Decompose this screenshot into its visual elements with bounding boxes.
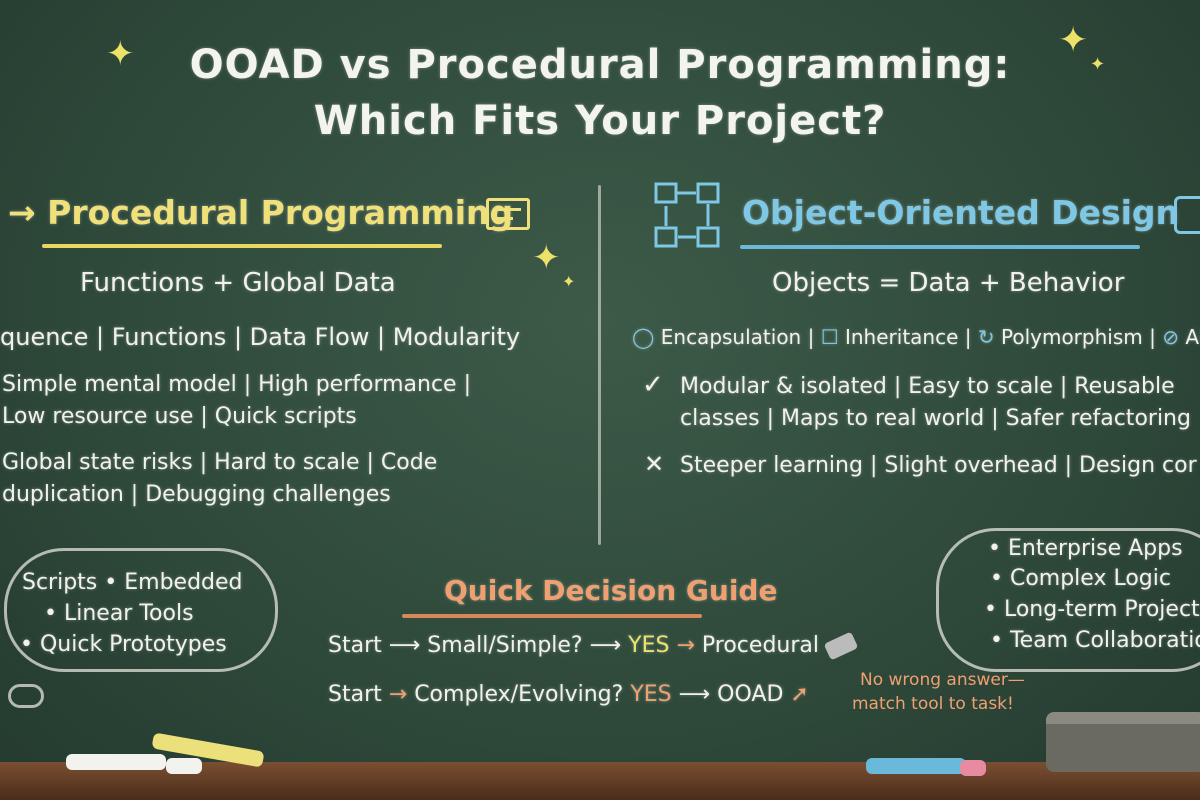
- procedural-cons: duplication | Debugging challenges: [2, 482, 391, 507]
- x-icon: ✕: [644, 450, 665, 478]
- sparkle-icon: ✦: [106, 34, 135, 74]
- arrow-icon: ⟶: [388, 633, 421, 658]
- ood-heading: Object-Oriented Design: [742, 193, 1180, 232]
- guide-underline: [402, 614, 702, 618]
- arrow-icon: →: [388, 682, 408, 707]
- procedural-cons: Global state risks | Hard to scale | Cod…: [2, 450, 438, 475]
- procedural-heading: → Procedural Programming: [8, 193, 514, 232]
- chalk-stick: [960, 760, 986, 776]
- guide-row-complex: Start → Complex/Evolving? YES ⟶ OOAD ➚: [328, 682, 809, 707]
- procedural-concepts: quence | Functions | Data Flow | Modular…: [0, 323, 521, 351]
- procedural-use-cases-cloud: [4, 548, 278, 672]
- use-case-item: • Quick Prototypes: [20, 632, 227, 657]
- ood-concepts: ◯ Encapsulation | ☐ Inheritance | ↻ Poly…: [632, 325, 1200, 349]
- procedural-pros: Simple mental model | High performance |: [2, 372, 471, 397]
- document-lines-icon: [486, 198, 530, 230]
- use-case-item: Scripts • Embedded: [22, 570, 243, 595]
- start-label: Start: [328, 633, 382, 658]
- ood-cons: Steeper learning | Slight overhead | Des…: [680, 453, 1197, 478]
- rocket-icon: ➚: [790, 682, 809, 707]
- sparkle-icon: ✦: [532, 238, 561, 278]
- sparkle-icon: ✦: [1090, 54, 1106, 75]
- check-icon: ✓: [642, 370, 664, 400]
- ood-use-cases-cloud: [936, 528, 1200, 672]
- page-title: OOAD vs Procedural Programming:: [189, 42, 1011, 88]
- package-icon: [1174, 196, 1200, 234]
- arrow-icon: ⟶: [678, 682, 711, 707]
- procedural-pros: Low resource use | Quick scripts: [2, 404, 357, 429]
- use-case-item: • Enterprise Apps: [988, 536, 1183, 561]
- note-text: match tool to task!: [852, 694, 1014, 714]
- procedural-underline: [42, 244, 442, 248]
- concept-label: Ab: [1185, 325, 1200, 349]
- chalk-stick: [66, 754, 166, 770]
- procedural-subtitle: Functions + Global Data: [80, 268, 396, 298]
- use-case-item: • Team Collaboration: [990, 628, 1200, 653]
- ood-pros: Modular & isolated | Easy to scale | Reu…: [680, 374, 1175, 399]
- result-label: Procedural: [701, 633, 819, 658]
- start-label: Start: [328, 682, 382, 707]
- ood-underline: [740, 245, 1140, 249]
- concept-label: Inheritance |: [844, 325, 972, 349]
- question-label: Complex/Evolving?: [414, 682, 624, 707]
- question-label: Small/Simple?: [427, 633, 583, 658]
- chalk-stick: [166, 758, 202, 774]
- ood-pros: classes | Maps to real world | Safer ref…: [680, 406, 1191, 431]
- guide-row-small: Start ⟶ Small/Simple? ⟶ YES → Procedural: [328, 631, 859, 661]
- slash-circle-icon: ⊘: [1162, 325, 1179, 349]
- sparkle-icon: ✦: [562, 272, 576, 291]
- yes-label: YES: [630, 682, 672, 707]
- edit-square-icon: ☐: [820, 325, 839, 349]
- guide-heading: Quick Decision Guide: [444, 574, 778, 607]
- concept-label: Encapsulation |: [660, 325, 815, 349]
- eraser-icon: [823, 631, 859, 661]
- flow-boxes-icon: [654, 182, 720, 248]
- arrow-icon: →: [676, 633, 695, 658]
- use-case-item: • Complex Logic: [990, 566, 1171, 591]
- arrow-icon: ⟶: [589, 633, 622, 658]
- sparkle-icon: ✦: [1058, 20, 1089, 61]
- yes-label: YES: [628, 633, 670, 658]
- concept-label: Polymorphism |: [1000, 325, 1156, 349]
- note-text: No wrong answer—: [860, 670, 1025, 690]
- chalk-stick: [866, 758, 966, 774]
- cloud-bubble: [8, 684, 44, 708]
- page-subtitle: Which Fits Your Project?: [313, 98, 887, 144]
- check-circle-icon: ◯: [632, 325, 655, 349]
- cycle-icon: ↻: [977, 325, 995, 349]
- result-label: OOAD: [717, 682, 784, 707]
- board-eraser: [1046, 712, 1200, 772]
- ood-subtitle: Objects = Data + Behavior: [772, 268, 1125, 298]
- use-case-item: • Long-term Projects: [984, 597, 1200, 622]
- divider: [598, 185, 601, 545]
- use-case-item: • Linear Tools: [44, 601, 194, 626]
